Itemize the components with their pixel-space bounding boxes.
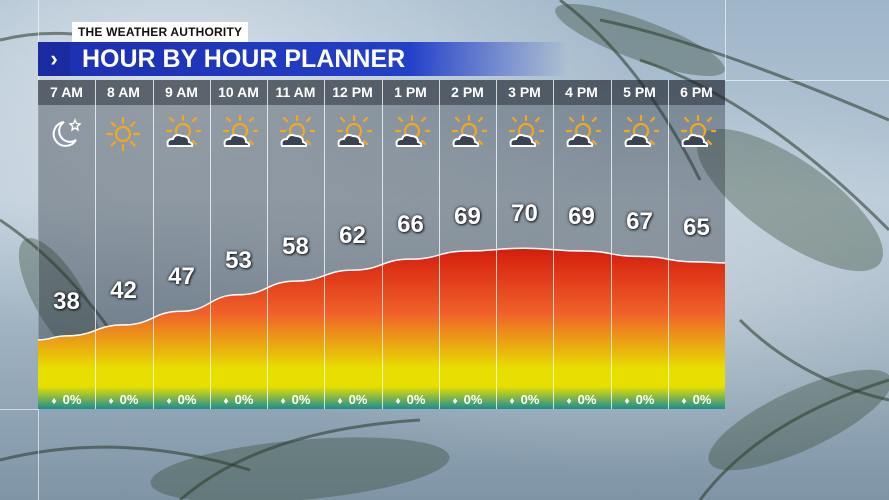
guide-line: [725, 0, 726, 80]
column-divider: [553, 80, 554, 409]
raindrop-icon: ♦: [681, 396, 687, 407]
hour-label: 9 AM: [165, 84, 198, 100]
column-divider: [267, 80, 268, 409]
hour-label: 7 AM: [50, 84, 83, 100]
partly-cloudy-icon: [561, 114, 603, 154]
column-divider: [668, 80, 669, 409]
precip-chance: ♦ 0%: [496, 392, 553, 407]
page-title: HOUR BY HOUR PLANNER: [82, 45, 406, 73]
precip-chance: ♦ 0%: [210, 392, 267, 407]
precip-value: 0%: [291, 392, 311, 407]
precip-chance: ♦ 0%: [553, 392, 610, 407]
precip-value: 0%: [348, 392, 368, 407]
precip-chance: ♦ 0%: [382, 392, 439, 407]
column-divider: [95, 80, 96, 409]
temperature-label: 66: [397, 211, 424, 238]
temperature-label: 69: [454, 203, 481, 230]
hour-label: 12 PM: [332, 84, 373, 100]
temperature-label: 42: [110, 277, 137, 304]
precip-chance: ♦ 0%: [38, 392, 95, 407]
precip-value: 0%: [177, 392, 197, 407]
partly-cloudy-icon: [504, 114, 546, 154]
raindrop-icon: ♦: [452, 396, 458, 407]
temperature-label: 38: [53, 288, 80, 315]
column-divider: [611, 80, 612, 409]
moon-stars-icon: [46, 114, 86, 154]
hour-header-row: [38, 80, 725, 105]
raindrop-icon: ♦: [166, 396, 172, 407]
temperature-label: 65: [683, 214, 710, 241]
raindrop-icon: ♦: [509, 396, 515, 407]
hour-label: 11 AM: [275, 84, 316, 100]
guide-line: [725, 80, 889, 81]
temperature-label: 58: [282, 233, 309, 260]
raindrop-icon: ♦: [51, 396, 57, 407]
precip-value: 0%: [62, 392, 82, 407]
precip-chance: ♦ 0%: [267, 392, 324, 407]
raindrop-icon: ♦: [395, 396, 401, 407]
partly-cloudy-icon: [275, 114, 317, 154]
precip-value: 0%: [635, 392, 655, 407]
precip-chance: ♦ 0%: [153, 392, 210, 407]
partly-cloudy-icon: [218, 114, 260, 154]
temperature-curve: [38, 247, 725, 341]
column-divider: [324, 80, 325, 409]
hour-label: 3 PM: [508, 84, 541, 100]
chevron-right-icon: ›: [38, 42, 70, 76]
precip-chance: ♦ 0%: [611, 392, 668, 407]
sun-icon: [103, 114, 143, 154]
raindrop-icon: ♦: [280, 396, 286, 407]
partly-cloudy-icon: [619, 114, 661, 154]
hour-label: 8 AM: [107, 84, 140, 100]
hour-label: 6 PM: [680, 84, 713, 100]
column-divider: [439, 80, 440, 409]
temperature-label: 69: [568, 203, 595, 230]
precip-value: 0%: [463, 392, 483, 407]
precip-value: 0%: [692, 392, 712, 407]
precip-chance: ♦ 0%: [668, 392, 725, 407]
precip-value: 0%: [520, 392, 540, 407]
temperature-label: 67: [626, 208, 653, 235]
column-divider: [153, 80, 154, 409]
precip-chance: ♦ 0%: [324, 392, 381, 407]
column-divider: [382, 80, 383, 409]
precip-chance: ♦ 0%: [95, 392, 152, 407]
guide-line: [0, 409, 38, 410]
partly-cloudy-icon: [161, 114, 203, 154]
temperature-label: 70: [511, 200, 538, 227]
brand-tag: THE WEATHER AUTHORITY: [72, 22, 249, 42]
partly-cloudy-icon: [390, 114, 432, 154]
partly-cloudy-icon: [676, 114, 718, 154]
raindrop-icon: ♦: [337, 396, 343, 407]
precip-chance: ♦ 0%: [439, 392, 496, 407]
guide-line: [38, 0, 39, 500]
precip-value: 0%: [577, 392, 597, 407]
temperature-label: 47: [168, 263, 195, 290]
hour-label: 2 PM: [451, 84, 484, 100]
precip-value: 0%: [119, 392, 139, 407]
raindrop-icon: ♦: [566, 396, 572, 407]
hour-label: 4 PM: [565, 84, 598, 100]
hour-label: 1 PM: [394, 84, 427, 100]
precip-value: 0%: [234, 392, 254, 407]
partly-cloudy-icon: [447, 114, 489, 154]
column-divider: [496, 80, 497, 409]
column-divider: [210, 80, 211, 409]
partly-cloudy-icon: [332, 114, 374, 154]
temperature-label: 53: [225, 247, 252, 274]
hour-label: 5 PM: [623, 84, 656, 100]
raindrop-icon: ♦: [624, 396, 630, 407]
raindrop-icon: ♦: [108, 396, 114, 407]
hour-label: 10 AM: [218, 84, 259, 100]
raindrop-icon: ♦: [223, 396, 229, 407]
title-bar: › HOUR BY HOUR PLANNER: [38, 42, 568, 76]
precip-value: 0%: [406, 392, 426, 407]
temperature-label: 62: [339, 222, 366, 249]
